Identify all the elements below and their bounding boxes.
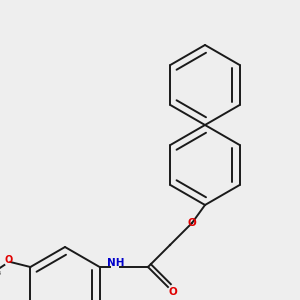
Text: O: O bbox=[188, 218, 196, 228]
Text: O: O bbox=[4, 255, 13, 265]
Text: CH₃: CH₃ bbox=[0, 267, 2, 277]
Text: O: O bbox=[169, 287, 177, 297]
Text: NH: NH bbox=[107, 258, 125, 268]
